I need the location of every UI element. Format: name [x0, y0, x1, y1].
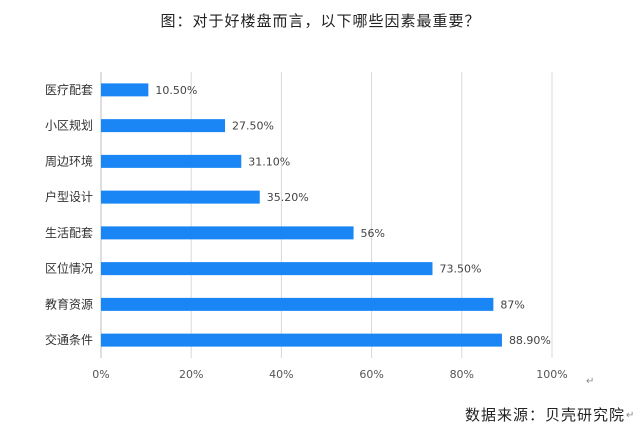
- bar: [101, 154, 242, 168]
- category-label: 医疗配套: [45, 83, 93, 97]
- bar: [101, 226, 354, 240]
- category-label: 教育资源: [45, 296, 93, 311]
- source-note: 数据来源：贝壳研究院: [464, 406, 625, 424]
- chart-title: 图：对于好楼盘而言，以下哪些因素最重要？: [160, 12, 481, 30]
- x-tick-label: 100%: [536, 368, 567, 381]
- value-label: 31.10%: [248, 155, 290, 168]
- grid-lines: [100, 72, 553, 358]
- x-tick-label: 20%: [179, 368, 203, 381]
- category-label: 户型设计: [45, 189, 93, 204]
- value-label: 27.50%: [232, 120, 274, 133]
- value-label: 56%: [361, 227, 385, 240]
- bar: [101, 83, 149, 97]
- value-label: 87%: [500, 298, 524, 311]
- category-label: 周边环境: [45, 153, 93, 168]
- value-label: 35.20%: [267, 191, 309, 204]
- return-mark: ↵: [586, 376, 595, 387]
- bar: [101, 297, 494, 311]
- x-tick-label: 0%: [92, 368, 109, 381]
- category-label: 区位情况: [45, 261, 93, 276]
- value-label: 10.50%: [155, 84, 197, 97]
- return-mark: ↵: [626, 410, 635, 421]
- x-tick-label: 80%: [450, 368, 474, 381]
- bars: [101, 83, 502, 347]
- labels: 0% 20% 40% 60% 80% 100% 医疗配套 10.50% 小区规划 27.50% 周边…: [45, 83, 568, 381]
- category-label: 交通条件: [45, 332, 93, 347]
- value-label: 88.90%: [509, 334, 551, 347]
- x-tick-label: 40%: [269, 368, 293, 381]
- value-label: 73.50%: [439, 263, 481, 276]
- category-label: 小区规划: [45, 118, 93, 133]
- category-label: 生活配套: [45, 226, 93, 240]
- bar: [101, 190, 260, 204]
- bar: [101, 333, 502, 347]
- bar: [101, 119, 226, 133]
- x-tick-label: 60%: [359, 368, 383, 381]
- bar: [101, 262, 433, 276]
